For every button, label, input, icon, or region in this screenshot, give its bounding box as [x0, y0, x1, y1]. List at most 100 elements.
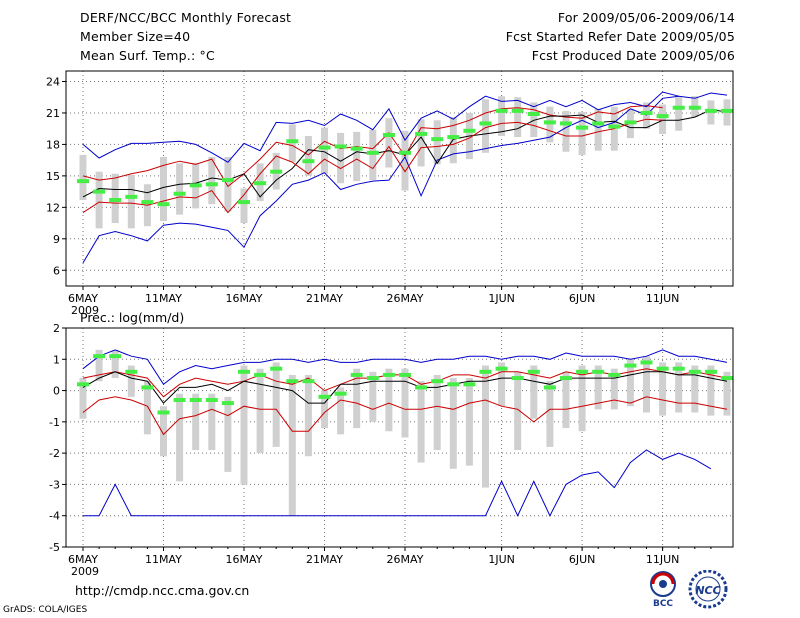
member-range-box — [578, 111, 586, 155]
y-tick-label: 12 — [46, 201, 60, 214]
member-range-box — [321, 127, 328, 174]
member-range-box — [433, 374, 441, 451]
member-range-box — [224, 396, 232, 472]
forecast-started-date: Fcst Started Refer Date 2009/05/05 — [505, 29, 735, 44]
member-range-box — [594, 365, 602, 410]
member-range-box — [385, 118, 393, 168]
member-range-box — [417, 119, 425, 167]
median-marker — [495, 366, 508, 371]
median-marker — [399, 150, 411, 155]
median-marker — [382, 372, 395, 377]
member-range-box — [79, 154, 87, 200]
y-tick-label: -5 — [49, 541, 60, 554]
member-range-box — [707, 365, 715, 416]
y-tick-label: -2 — [49, 447, 60, 460]
median-marker — [608, 124, 621, 129]
series-line-upper — [82, 105, 663, 188]
series-line-lower — [82, 396, 728, 436]
ncc-logo: NCC — [688, 570, 728, 609]
median-marker — [157, 202, 170, 207]
median-marker — [672, 366, 685, 371]
median-marker — [189, 397, 202, 402]
x-tick-label: 11MAY — [145, 553, 182, 566]
member-range-box — [288, 124, 296, 163]
plot-frame — [65, 327, 734, 548]
member-range-box — [498, 362, 506, 407]
series-line-min — [83, 449, 712, 517]
median-marker — [672, 105, 685, 110]
median-marker — [479, 369, 492, 374]
median-marker — [221, 401, 234, 406]
median-marker — [302, 159, 315, 164]
source-url[interactable]: http://cmdp.ncc.cma.gov.cn — [75, 583, 250, 598]
median-marker — [318, 145, 331, 150]
median-marker — [560, 376, 572, 381]
member-range-box — [643, 356, 650, 413]
median-marker — [624, 120, 637, 125]
member-range-box — [208, 393, 216, 451]
member-range-box — [127, 174, 135, 229]
median-marker — [109, 198, 122, 202]
median-marker — [721, 108, 733, 113]
series-line-max — [82, 92, 728, 264]
y-tick-label: -1 — [49, 416, 60, 429]
member-range-box — [385, 368, 393, 432]
median-marker — [366, 376, 379, 381]
member-range-box — [643, 102, 650, 129]
plot-frame — [65, 70, 734, 287]
median-marker — [125, 369, 138, 374]
temperature-panel: 6 9 12 15 18 21 24 6MAY 11MAY 16MAY 21MAY 26MAY 1JUN… — [46, 70, 734, 317]
median-marker — [173, 397, 186, 402]
member-range-box — [659, 362, 667, 416]
chart-title: DERF/NCC/BCC Monthly Forecast — [80, 10, 292, 25]
member-range-box — [546, 106, 554, 143]
member-range-box — [176, 393, 184, 482]
median-marker — [399, 372, 411, 377]
member-range-box — [143, 381, 151, 435]
member-range-box — [304, 136, 312, 176]
median-marker — [77, 382, 89, 387]
member-range-box — [353, 368, 361, 429]
median-marker — [141, 200, 154, 205]
median-marker — [640, 360, 653, 365]
y-tick-label: 0 — [53, 385, 60, 398]
median-marker — [270, 366, 283, 371]
member-range-box — [723, 371, 731, 416]
member-range-box — [256, 368, 264, 454]
median-marker — [592, 369, 605, 374]
member-range-box — [562, 371, 570, 429]
series-line-max — [82, 349, 728, 386]
member-range-box — [111, 349, 119, 379]
member-range-box — [160, 157, 167, 221]
x-tick-label: 21MAY — [306, 292, 343, 305]
member-range-box — [95, 171, 103, 229]
median-marker — [592, 121, 605, 126]
median-marker — [463, 382, 476, 387]
median-marker — [125, 194, 138, 199]
member-range-box — [659, 104, 667, 134]
series-line-mean — [82, 371, 728, 404]
x-tick-label: 1JUN — [488, 292, 515, 305]
median-marker — [157, 410, 170, 415]
median-marker — [688, 105, 701, 110]
median-marker — [77, 179, 89, 184]
member-range-box — [369, 129, 377, 181]
median-marker — [463, 128, 476, 133]
member-range-box — [401, 130, 409, 191]
median-marker — [238, 200, 250, 205]
member-range-box — [594, 108, 602, 151]
member-range-box — [433, 120, 441, 165]
member-range-box — [675, 362, 683, 413]
median-marker — [431, 137, 444, 142]
member-range-box — [288, 374, 296, 516]
member-range-box — [482, 99, 489, 153]
median-marker — [479, 121, 492, 126]
median-marker — [560, 121, 572, 126]
x-tick-label: 6JUN — [569, 292, 596, 305]
median-marker — [350, 372, 363, 377]
x-tick-label: 11MAY — [145, 292, 182, 305]
median-marker — [238, 369, 250, 374]
median-marker — [350, 146, 363, 151]
